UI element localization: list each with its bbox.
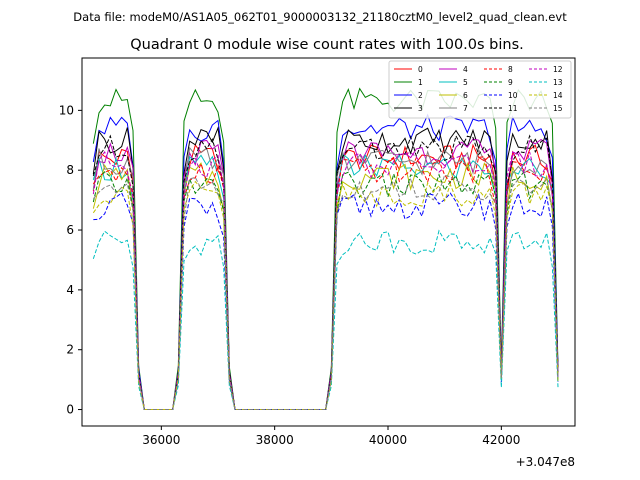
series-line-14 bbox=[92, 180, 559, 411]
series-line-6 bbox=[92, 161, 559, 411]
x-tick-label: 38000 bbox=[256, 433, 294, 447]
y-tick-label: 4 bbox=[66, 283, 74, 297]
legend-label-15: 15 bbox=[553, 104, 563, 113]
legend-label-3: 3 bbox=[418, 104, 423, 113]
plot-area-frame bbox=[81, 57, 576, 427]
chart-title: Quadrant 0 module wise count rates with … bbox=[130, 37, 524, 53]
series-line-10 bbox=[93, 191, 559, 411]
legend-label-1: 1 bbox=[418, 78, 423, 87]
legend-label-7: 7 bbox=[463, 104, 468, 113]
series-line-1 bbox=[92, 87, 559, 411]
series-line-2 bbox=[92, 113, 559, 411]
series-line-15 bbox=[92, 174, 559, 411]
x-tick-label: 42000 bbox=[482, 433, 520, 447]
y-tick-label: 6 bbox=[66, 223, 74, 237]
y-tick-label: 10 bbox=[59, 103, 74, 117]
legend-label-8: 8 bbox=[508, 65, 513, 74]
legend-label-5: 5 bbox=[463, 78, 468, 87]
legend-label-12: 12 bbox=[553, 65, 563, 74]
series-line-4 bbox=[92, 138, 559, 411]
x-tick-label: 40000 bbox=[369, 433, 407, 447]
series-line-0 bbox=[92, 143, 559, 411]
series-line-7 bbox=[92, 146, 559, 411]
series-line-8 bbox=[92, 156, 559, 411]
legend-label-9: 9 bbox=[508, 78, 513, 87]
legend-box bbox=[388, 60, 572, 119]
legend-label-4: 4 bbox=[463, 65, 468, 74]
legend-label-14: 14 bbox=[553, 91, 563, 100]
legend-label-13: 13 bbox=[553, 78, 563, 87]
x-axis-offset-label: +3.047e8 bbox=[516, 455, 575, 469]
y-tick-label: 8 bbox=[66, 163, 74, 177]
legend-label-2: 2 bbox=[418, 91, 423, 100]
series-layer bbox=[92, 87, 559, 411]
y-tick-label: 2 bbox=[66, 343, 74, 357]
series-line-5 bbox=[92, 153, 559, 411]
x-tick-label: 36000 bbox=[142, 433, 180, 447]
axes-layer: 36000 38000 40000 42000 0 2 4 6 8 10 bbox=[59, 103, 521, 447]
legend-label-0: 0 bbox=[418, 65, 423, 74]
series-line-13 bbox=[92, 229, 559, 411]
figure-suptitle: Data file: modeM0/AS1A05_062T01_90000031… bbox=[73, 10, 567, 24]
legend-label-10: 10 bbox=[508, 91, 518, 100]
y-tick-label: 0 bbox=[66, 403, 74, 417]
legend-label-11: 11 bbox=[508, 104, 518, 113]
series-line-11 bbox=[92, 134, 559, 411]
legend-label-6: 6 bbox=[463, 91, 468, 100]
